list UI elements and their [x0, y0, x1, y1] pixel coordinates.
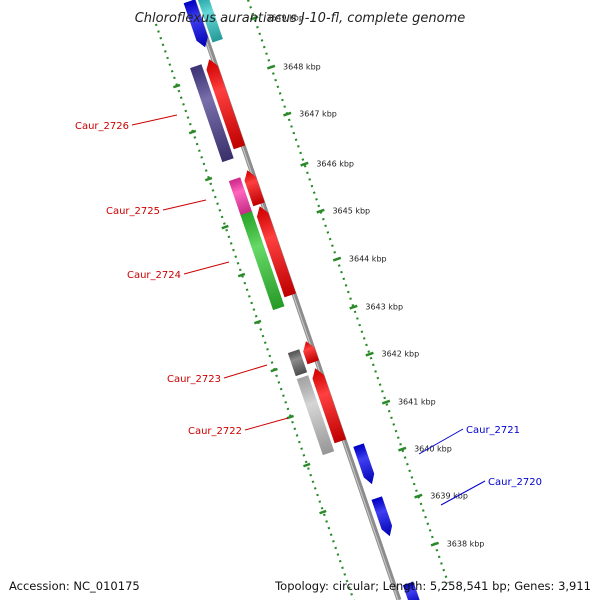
tick-mark — [286, 414, 294, 420]
kbp-tick-label: 3638 kbp — [447, 539, 485, 548]
kbp-tick-label: 3641 kbp — [398, 397, 436, 406]
gene-label-Caur_2726: Caur_2726 — [75, 121, 129, 132]
gene-Caur_2726-shading — [190, 64, 234, 163]
tick-mark — [188, 129, 197, 135]
gene-Caur_2721-shading — [353, 443, 375, 485]
label-leader-Caur_2723 — [223, 364, 268, 379]
kbp-tick-label: 3649 kbp — [266, 13, 304, 22]
kbp-tick-label: 3639 kbp — [430, 491, 468, 500]
kbp-tick-mark — [414, 493, 423, 499]
cds-Caur_2724-shading — [256, 206, 296, 298]
gene-label-Caur_2722: Caur_2722 — [188, 426, 242, 437]
kbp-tick-mark — [283, 111, 292, 117]
gene-Caur_2720 — [371, 496, 393, 537]
tick-mark — [270, 367, 278, 373]
kbp-tick-mark — [349, 304, 358, 310]
gene-Caur_2725-shading — [228, 177, 253, 218]
accession-text: Accession: NC_010175 — [9, 579, 140, 593]
kbp-tick-mark — [381, 399, 391, 405]
edge-feature-bottom-blue — [402, 581, 421, 600]
edge-feature-top-blue-shading — [183, 0, 208, 48]
kbp-tick-label: 3644 kbp — [349, 254, 387, 263]
gene-label-Caur_2724: Caur_2724 — [127, 270, 181, 281]
tick-mark — [237, 272, 246, 278]
tick-mark — [319, 509, 327, 515]
kbp-tick-mark — [332, 256, 342, 262]
genome-summary: Topology: circular; Length: 5,258,541 bp… — [275, 579, 591, 593]
gene-Caur_2723 — [287, 349, 308, 377]
label-leader-Caur_2720 — [440, 480, 486, 506]
label-leader-Caur_2724 — [183, 261, 230, 275]
cds-Caur_2723 — [303, 341, 319, 365]
gene-Caur_2724-shading — [240, 211, 285, 311]
tick-mark — [172, 83, 181, 89]
tick-mark — [303, 462, 311, 468]
kbp-tick-label: 3647 kbp — [299, 109, 337, 118]
kbp-tick-mark — [316, 208, 325, 214]
cds-Caur_2725 — [244, 170, 265, 207]
gene-label-Caur_2721: Caur_2721 — [466, 425, 520, 436]
gene-Caur_2726 — [190, 64, 234, 163]
gene-label-Caur_2720: Caur_2720 — [488, 477, 542, 488]
edge-feature-bottom-blue-shading — [402, 581, 421, 600]
tick-track: 3649 kbp 3648 kbp 3647 kbp 3646 kbp 3645 kbp… — [154, 0, 485, 600]
kbp-tick-label: 3640 kbp — [414, 444, 452, 453]
gene-Caur_2722 — [296, 375, 335, 456]
gene-label-Caur_2723: Caur_2723 — [167, 374, 221, 385]
tick-mark — [253, 319, 262, 325]
tick-track-line — [246, 0, 450, 584]
gene-Caur_2720-shading — [371, 496, 393, 537]
gene-Caur_2724 — [240, 211, 285, 311]
map-title: Chloroflexus aurantiacus J-10-fl, comple… — [135, 11, 466, 26]
edge-feature-top-blue — [183, 0, 208, 48]
gene-Caur_2722-shading — [296, 375, 335, 456]
kbp-tick-mark — [266, 64, 276, 70]
kbp-tick-mark — [430, 541, 439, 547]
cds-Caur_2722-shading — [312, 368, 346, 444]
kbp-tick-label: 3646 kbp — [316, 159, 354, 168]
label-layer: Caur_2726 Caur_2725 Caur_2724 Caur_2723 Caur… — [75, 114, 542, 506]
gene-Caur_2723-shading — [287, 349, 308, 377]
cds-Caur_2723-shading — [303, 341, 319, 365]
gene-label-Caur_2725: Caur_2725 — [106, 206, 160, 217]
gene-Caur_2721 — [353, 443, 375, 485]
kbp-tick-mark — [398, 446, 407, 452]
kbp-tick-label: 3645 kbp — [332, 206, 370, 215]
cds-Caur_2724 — [256, 206, 296, 298]
edge-feature-top-cyan — [197, 0, 223, 43]
feature-track — [183, 0, 421, 600]
kbp-tick-mark — [300, 161, 309, 167]
kbp-tick-mark — [365, 351, 374, 357]
cds-Caur_2726-shading — [206, 59, 246, 150]
gene-Caur_2725 — [228, 177, 253, 218]
edge-feature-top-cyan-shading — [197, 0, 223, 43]
label-leader-Caur_2725 — [162, 199, 207, 211]
tick-mark — [204, 176, 213, 182]
label-leader-Caur_2722 — [244, 417, 289, 431]
kbp-tick-label: 3642 kbp — [382, 349, 420, 358]
kbp-tick-label: 3643 kbp — [365, 302, 403, 311]
tick-track-line — [154, 23, 355, 600]
cds-Caur_2726 — [206, 59, 246, 150]
label-leader-Caur_2721 — [418, 428, 464, 455]
tick-mark — [221, 224, 229, 230]
kbp-tick-mark — [250, 15, 259, 21]
cds-Caur_2725-shading — [244, 170, 265, 207]
label-leader-Caur_2726 — [131, 114, 178, 126]
cds-Caur_2722 — [312, 368, 346, 444]
kbp-tick-label: 3648 kbp — [283, 62, 321, 71]
